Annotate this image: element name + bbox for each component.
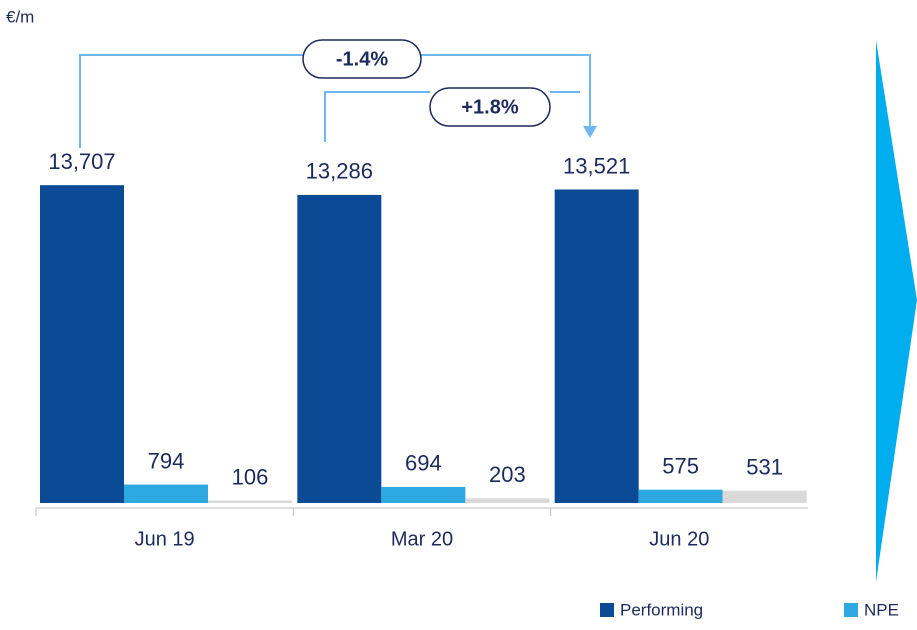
pill: [302, 39, 422, 79]
data-label: 794: [148, 448, 185, 473]
bar: [465, 498, 550, 503]
legend-swatch: [844, 603, 858, 617]
connector: [324, 91, 430, 142]
data-label: 13,286: [306, 159, 373, 184]
x-tick-label: Jun 20: [649, 528, 709, 550]
pill: [429, 87, 551, 127]
data-label: 575: [662, 453, 699, 478]
bar: [638, 489, 723, 503]
legend-swatch: [600, 603, 614, 617]
data-label: 13,521: [563, 153, 630, 178]
bar: [297, 194, 382, 503]
unit-label: €/m: [6, 7, 34, 26]
bar: [381, 486, 466, 503]
arrow-shape: [876, 40, 917, 582]
annotation: -1.4%: [336, 48, 388, 70]
legend-label: Performing: [620, 600, 703, 619]
data-label: 106: [232, 464, 269, 489]
bar: [554, 189, 639, 503]
x-tick-label: Mar 20: [391, 528, 453, 550]
arrow-head: [583, 126, 597, 138]
bar: [722, 490, 807, 503]
bar: [208, 500, 292, 503]
x-tick-label: Jun 19: [135, 528, 195, 550]
bar: [124, 484, 208, 503]
data-label: 531: [746, 454, 783, 479]
data-label: 203: [489, 462, 526, 487]
legend-label: NPE: [864, 600, 899, 619]
annotation: +1.8%: [461, 96, 518, 118]
bar: [40, 185, 124, 503]
data-label: 13,707: [48, 149, 115, 174]
data-label: 694: [405, 451, 442, 476]
